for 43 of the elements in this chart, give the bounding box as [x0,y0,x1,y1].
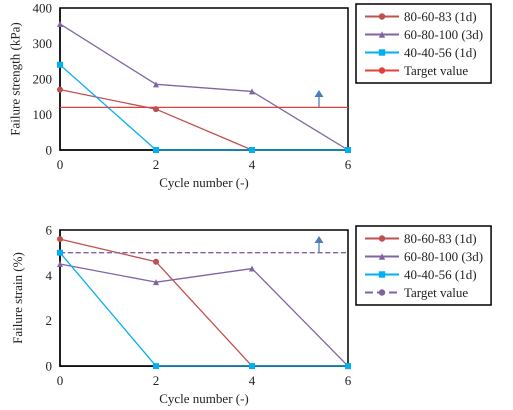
legend-label: 80-60-83 (1d) [404,231,477,246]
point [153,363,159,370]
y-axis-title: Failure strength (kPa) [8,22,23,136]
point [249,266,255,272]
legend-label: Target value [404,63,468,78]
y-tick-label: 400 [32,0,52,16]
x-tick-label: 0 [56,157,64,172]
x-tick-label: 6 [344,373,352,388]
y-tick-label: 2 [46,313,52,328]
point [153,279,159,286]
point [153,81,159,88]
point [57,20,63,27]
point [153,106,159,112]
legend-label: 60-80-100 (3d) [404,27,484,42]
y-tick-label: 0 [46,358,52,374]
point [57,62,63,68]
y-tick-label: 6 [46,222,52,238]
legend-label: 40-40-56 (1d) [404,45,477,60]
point [57,250,63,256]
legend-label: 40-40-56 (1d) [404,267,477,282]
y-axis-title: Failure strain (%) [10,252,25,344]
x-tick-label: 2 [152,157,160,172]
y-tick-label: 200 [32,72,52,86]
x-tick-label: 4 [248,157,256,172]
x-tick-label: 6 [344,157,352,172]
point [153,147,159,153]
x-axis-title: Cycle number (-) [159,391,249,406]
legend-label: 60-80-100 (3d) [404,249,484,264]
x-tick-label: 0 [56,373,64,388]
x-tick-label: 2 [152,373,160,388]
x-tick-label: 4 [248,373,256,388]
point [57,236,63,242]
y-tick-label: 0 [46,142,52,158]
point [153,258,159,265]
point [249,88,255,94]
point [57,261,63,268]
y-tick-label: 100 [32,107,52,122]
y-tick-label: 300 [32,36,52,51]
y-tick-label: 4 [46,268,52,283]
legend-label: Target value [404,285,468,300]
legend-label: 80-60-83 (1d) [404,9,477,24]
point [57,86,63,93]
x-axis-title: Cycle number (-) [159,174,249,190]
